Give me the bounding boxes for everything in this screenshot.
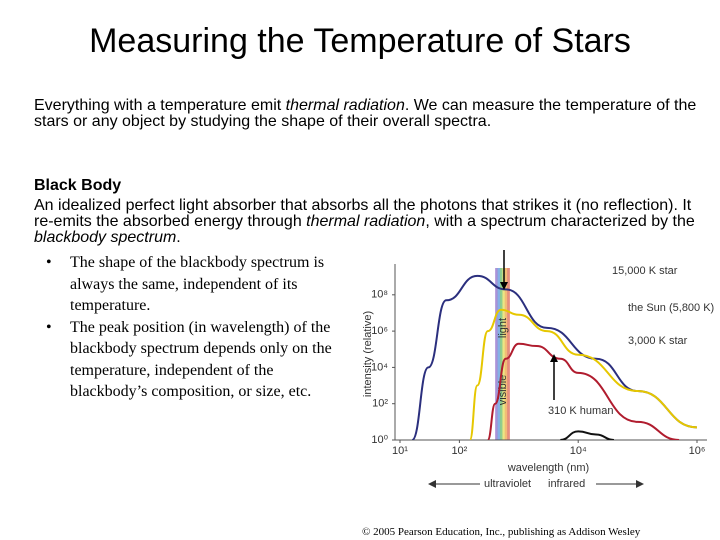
bullet: The shape of the blackbody spectrum is a… xyxy=(46,252,340,317)
visible-band xyxy=(507,268,510,440)
intro: Everything with a temperature emit therm… xyxy=(34,98,714,130)
direction-label: ultraviolet xyxy=(484,478,531,490)
spectrum-line xyxy=(411,274,698,440)
credit: © 2005 Pearson Education, Inc., publishi… xyxy=(362,526,641,538)
y-tick-label: 10² xyxy=(372,398,388,410)
series-label: 15,000 K star xyxy=(612,265,678,277)
y-tick-label: 10⁴ xyxy=(371,361,388,373)
visible-band xyxy=(495,268,498,440)
y-axis-label: intensity (relative) xyxy=(362,311,374,397)
visible-band xyxy=(504,268,508,440)
x-axis-label: wavelength (nm) xyxy=(507,462,589,474)
visible-band xyxy=(502,268,506,440)
x-tick-label: 10⁴ xyxy=(570,445,587,457)
x-tick-label: 10¹ xyxy=(392,445,408,457)
text: , with a spectrum characterized by the xyxy=(425,213,695,230)
band-label: light xyxy=(497,318,509,338)
visible-band xyxy=(497,268,501,440)
direction-label: infrared xyxy=(548,478,585,490)
visible-band xyxy=(499,268,503,440)
spectrum-line xyxy=(560,430,615,440)
body: An idealized perfect light absorber that… xyxy=(34,198,714,246)
text: An idealized perfect light absorber that… xyxy=(34,197,692,230)
spectrum-line xyxy=(468,308,698,440)
series-label: the Sun (5,800 K) xyxy=(628,302,714,314)
series-label: 3,000 K star xyxy=(628,335,688,347)
text: . We can measure the temperature of the … xyxy=(34,97,697,130)
text: Everything with a temperature emit xyxy=(34,97,286,114)
y-tick-label: 10⁸ xyxy=(371,289,388,301)
series-label: 310 K human xyxy=(548,405,613,417)
x-tick-label: 10⁶ xyxy=(689,445,706,457)
pointer-head xyxy=(550,354,558,362)
spectrum-line xyxy=(486,342,680,440)
x-tick-label: 10² xyxy=(451,445,467,457)
bullet-list: The shape of the blackbody spectrum is a… xyxy=(38,252,340,403)
arrowhead xyxy=(428,480,436,488)
arrowhead xyxy=(636,480,644,488)
bullet: The peak position (in wavelength) of the… xyxy=(46,317,340,403)
pointer-head xyxy=(500,282,508,290)
y-tick-label: 10⁰ xyxy=(371,434,388,446)
text: . xyxy=(176,229,181,246)
y-tick-label: 10⁶ xyxy=(371,325,388,337)
emphasis: thermal radiation xyxy=(306,213,426,230)
emphasis: blackbody spectrum xyxy=(34,229,177,246)
slide-title: Measuring the Temperature of Stars xyxy=(89,22,631,60)
emphasis: thermal radiation xyxy=(285,97,405,114)
heading: Black Body xyxy=(34,177,122,194)
